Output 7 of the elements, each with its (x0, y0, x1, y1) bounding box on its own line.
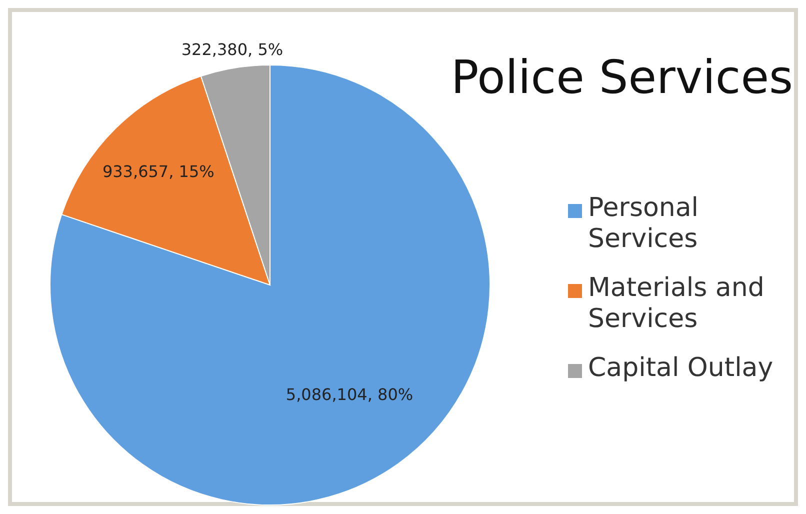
legend-label: Materials and Services (588, 273, 764, 334)
legend-label: Capital Outlay (588, 353, 774, 384)
data-label: 5,086,104, 80% (286, 385, 414, 404)
data-label: 933,657, 15% (102, 162, 214, 181)
chart-title: Police Services (451, 50, 793, 104)
legend-label: Personal Services (588, 193, 699, 254)
data-label: 322,380, 5% (181, 40, 284, 59)
